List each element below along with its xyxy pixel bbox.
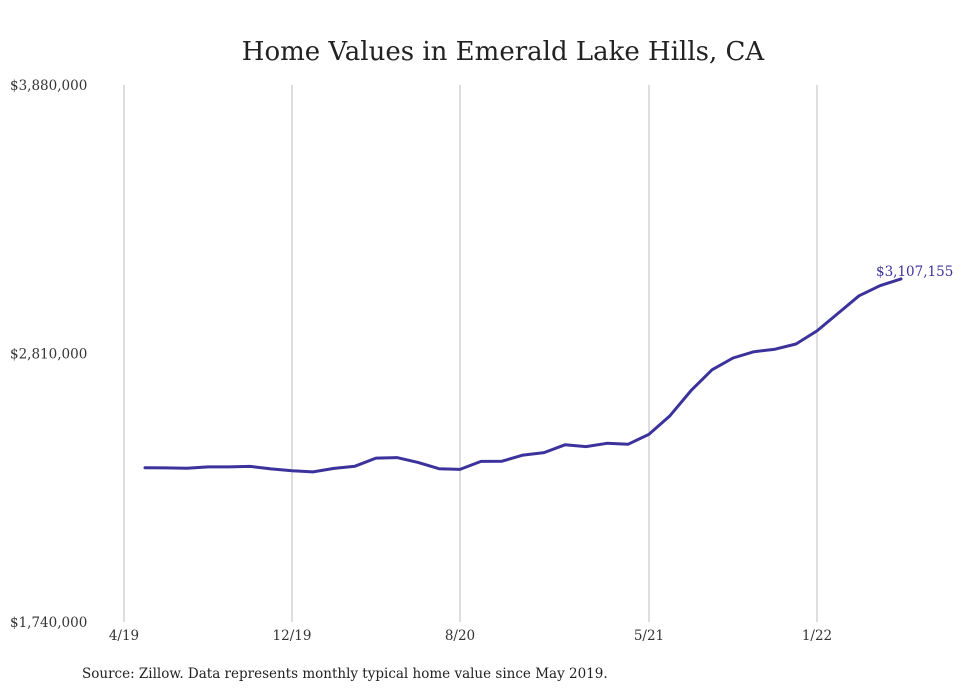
- series-line-1: [143, 277, 903, 474]
- data-point: [143, 466, 147, 469]
- data-point: [752, 350, 756, 353]
- data-point: [626, 443, 630, 446]
- data-point: [500, 459, 504, 463]
- y-axis-ticks: $3,880,000 $2,810,000 $1,740,000: [10, 78, 87, 631]
- data-point: [185, 466, 189, 470]
- data-point: [563, 443, 567, 447]
- data-point: [899, 277, 903, 281]
- data-point: [458, 468, 462, 471]
- data-point: [479, 460, 483, 463]
- data-point: [773, 348, 777, 351]
- data-point: [332, 467, 336, 470]
- data-point: [416, 461, 420, 464]
- gridlines: [123, 85, 818, 622]
- x-axis-ticks: 4/19 12/19 8/20 5/21 1/22: [109, 628, 832, 644]
- data-point: [395, 456, 399, 459]
- data-point: [878, 284, 882, 287]
- chart-title: Home Values in Emerald Lake Hills, CA: [242, 37, 766, 67]
- data-point: [815, 329, 819, 333]
- x-tick-label: 4/19: [109, 628, 139, 644]
- data-point: [437, 467, 441, 470]
- data-point: [668, 414, 672, 417]
- data-point: [521, 453, 525, 457]
- y-tick-label: $1,740,000: [10, 615, 87, 631]
- data-point: [857, 294, 861, 297]
- data-point: [836, 312, 840, 315]
- data-point: [710, 368, 714, 372]
- data-point: [311, 470, 315, 474]
- series-group: [143, 277, 903, 474]
- data-point: [206, 465, 210, 469]
- end-value-label: $3,107,155: [876, 264, 953, 280]
- data-point: [227, 465, 231, 469]
- data-point: [647, 433, 651, 436]
- x-tick-label: 12/19: [273, 628, 312, 644]
- data-point: [248, 465, 252, 468]
- data-point: [374, 456, 378, 460]
- data-point: [584, 445, 588, 448]
- x-tick-label: 1/22: [802, 628, 832, 644]
- data-point: [794, 342, 798, 346]
- data-point: [605, 442, 609, 445]
- data-point: [353, 464, 357, 468]
- data-point: [164, 466, 168, 470]
- data-point: [731, 356, 735, 360]
- data-point: [542, 451, 546, 454]
- data-point: [689, 389, 693, 392]
- x-tick-label: 5/21: [634, 628, 664, 644]
- x-tick-label: 8/20: [445, 628, 475, 644]
- y-tick-label: $2,810,000: [10, 347, 87, 363]
- data-point: [290, 469, 294, 472]
- source-note: Source: Zillow. Data represents monthly …: [82, 666, 608, 682]
- data-point: [269, 467, 273, 471]
- y-tick-label: $3,880,000: [10, 78, 87, 94]
